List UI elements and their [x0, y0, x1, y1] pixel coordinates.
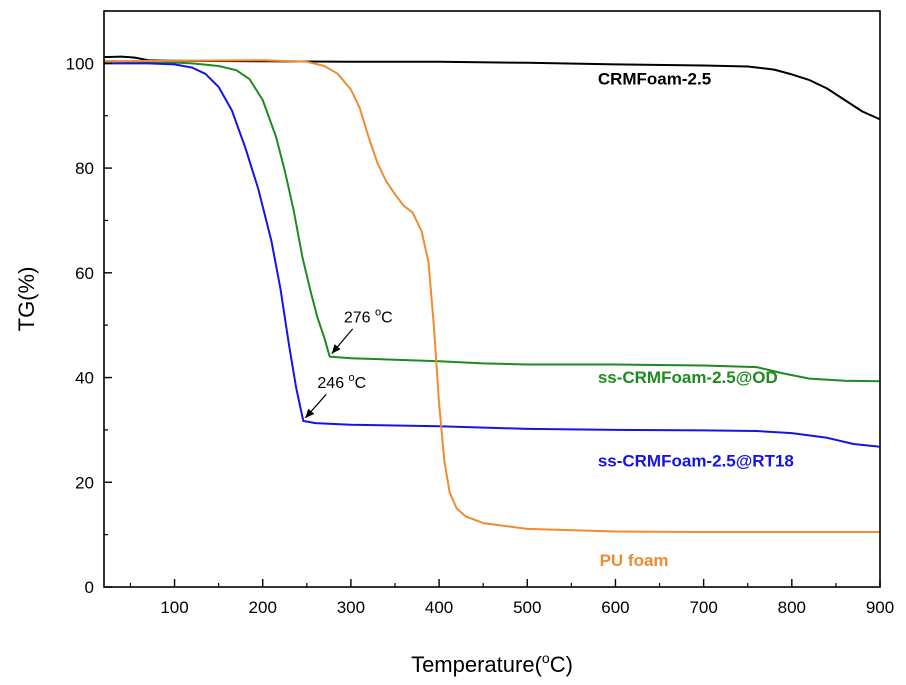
series-label-ss-crmfoam-2-5-rt18: ss-CRMFoam-2.5@RT18 [598, 452, 794, 471]
annotation-arrowhead-246 [305, 408, 315, 419]
y-tick-label: 0 [85, 578, 94, 597]
series-line-ss-crmfoam-2-5-rt18 [104, 62, 880, 448]
y-tick-label: 40 [75, 369, 94, 388]
annotation-temp-246: 246 oC [317, 372, 366, 392]
annotation-arrowhead-276 [331, 344, 341, 354]
series-label-pu-foam: PU foam [600, 551, 669, 570]
x-tick-label: 100 [160, 598, 188, 617]
x-tick-label: 900 [866, 598, 894, 617]
series-line-ss-crmfoam-2-5-od [104, 60, 880, 383]
series-label-ss-crmfoam-2-5-od: ss-CRMFoam-2.5@OD [598, 368, 778, 387]
annotation-temp-276: 276 oC [344, 307, 393, 327]
y-axis-title: TG(%) [14, 267, 39, 332]
series-label-crmfoam-2-5: CRMFoam-2.5 [598, 69, 711, 88]
plot-frame [103, 10, 881, 588]
x-tick-label: 400 [425, 598, 453, 617]
y-tick-label: 20 [75, 473, 94, 492]
x-axis-title-unit: C [550, 652, 566, 677]
x-tick-label: 500 [513, 598, 541, 617]
y-tick-label: 80 [75, 159, 94, 178]
x-axis-title: Temperature(oC) [411, 650, 573, 677]
x-axis-title-degree: o [542, 650, 550, 666]
x-tick-label: 700 [689, 598, 717, 617]
x-tick-label: 200 [249, 598, 277, 617]
x-tick-label: 600 [601, 598, 629, 617]
y-tick-label: 60 [75, 264, 94, 283]
series-line-pu-foam [104, 59, 880, 533]
x-tick-label: 300 [337, 598, 365, 617]
x-tick-label: 800 [778, 598, 806, 617]
y-tick-label: 100 [66, 54, 94, 73]
